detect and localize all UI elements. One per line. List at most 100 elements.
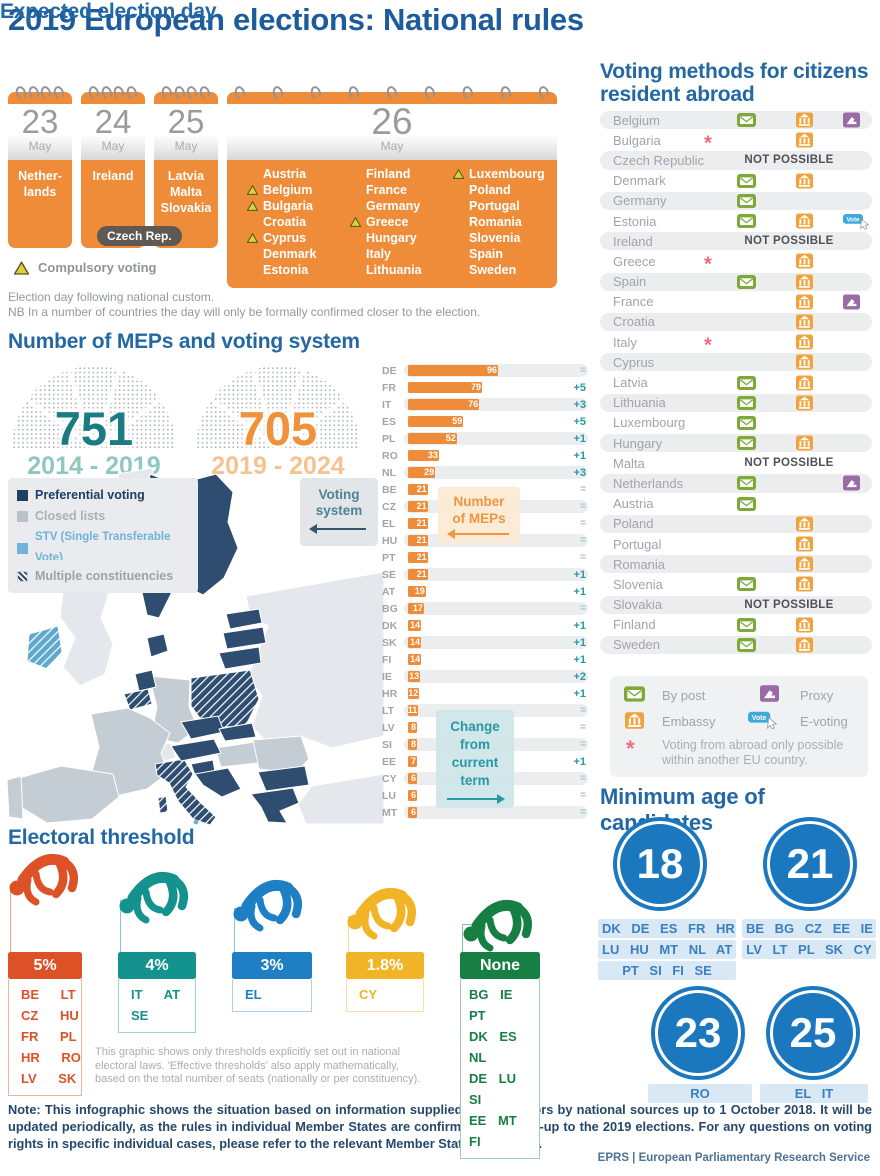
- voting-abroad-row: Slovakia * NOT POSSIBLE: [600, 595, 872, 615]
- voting-system-legend: Preferential voting Closed lists STV (Si…: [8, 478, 198, 576]
- voting-abroad-row: Lithuania *: [600, 393, 872, 413]
- change-value: +1: [573, 636, 586, 649]
- voting-abroad-row: Bulgaria *: [600, 130, 872, 155]
- postal-vote-icon: [737, 497, 756, 511]
- threshold-countries-5pct: BE LT CZ HU FR PL HR RO LV SK: [8, 979, 82, 1096]
- country-label: Spain: [613, 274, 647, 290]
- calendar-country: Sweden: [469, 263, 517, 277]
- age-23-countries: RO: [648, 1084, 752, 1105]
- total-meps-751: 751: [54, 402, 134, 448]
- term-label-2019-2024: 2019 - 2024: [211, 452, 345, 480]
- legend-item-closed-lists: Closed lists: [17, 506, 189, 527]
- mep-bar: 21: [408, 552, 428, 563]
- country-code: CY: [382, 772, 397, 785]
- arrow-left-icon: [447, 529, 509, 539]
- not-possible-label: NOT POSSIBLE: [744, 457, 834, 470]
- country-code: EE: [382, 755, 397, 768]
- embassy-icon: [796, 577, 813, 592]
- mep-seats-value: 6: [410, 807, 416, 817]
- not-possible-label: NOT POSSIBLE: [744, 235, 834, 248]
- calendar-country: Slovenia: [469, 231, 521, 245]
- change-value: +3: [573, 466, 586, 479]
- voting-abroad-row: Romania *: [600, 554, 872, 574]
- mep-bar-row: LV 8 =: [382, 719, 588, 736]
- country-label: Slovenia: [613, 576, 663, 592]
- voting-abroad-row: Estonia *: [600, 211, 872, 231]
- voting-abroad-row: Malta * NOT POSSIBLE: [600, 453, 872, 473]
- threshold-label-none: None: [460, 952, 540, 979]
- country-label: France: [613, 294, 654, 310]
- country-code: NL: [382, 466, 396, 479]
- postal-vote-icon: [737, 618, 756, 632]
- calendar-day: 24: [94, 103, 132, 140]
- country-code: ES: [382, 415, 397, 428]
- country-label: Portugal: [613, 536, 662, 552]
- change-value: =: [580, 501, 586, 512]
- embassy-icon: [796, 133, 813, 148]
- country-label: Cyprus: [613, 354, 655, 370]
- compulsory-voting-icon: [247, 185, 258, 195]
- country-code: SK: [382, 636, 397, 649]
- age-circle-25: 25: [766, 986, 860, 1080]
- embassy-icon: [796, 637, 813, 652]
- voting-system-callout: Voting system: [300, 478, 378, 546]
- country-label: Malta: [613, 455, 645, 471]
- threshold-label-5pct: 5%: [8, 952, 82, 979]
- credit-line: EPRS | European Parliamentary Research S…: [597, 1152, 870, 1164]
- country-label: Germany: [613, 193, 667, 209]
- mep-bar: 33: [408, 450, 439, 461]
- calendar-countries: Ireland: [92, 169, 134, 183]
- calendar-country: Estonia: [263, 263, 309, 277]
- asterisk-icon: *: [704, 132, 712, 155]
- mep-bar: 21: [408, 518, 428, 529]
- compulsory-voting-icon: [350, 217, 361, 227]
- change-from-term-callout: Change from current term: [436, 710, 514, 808]
- mep-bar-row: PT 21 =: [382, 549, 588, 566]
- change-value: =: [580, 807, 586, 818]
- mep-seats-value: 21: [416, 518, 427, 528]
- high-jumper-icon: [112, 864, 200, 938]
- voting-abroad-row: Germany *: [600, 191, 872, 211]
- mep-bar: 96: [408, 365, 498, 376]
- age-country-codes: LU HU MT NL AT: [598, 940, 736, 959]
- threshold-countries-1-8pct: CY: [346, 979, 424, 1012]
- voting-abroad-row: Spain *: [600, 272, 872, 292]
- country-code: SE: [382, 568, 397, 581]
- threshold-countries-4pct: IT AT SE: [118, 979, 196, 1033]
- mep-seats-value: 6: [410, 790, 416, 800]
- election-day-notes: Election day following national custom. …: [8, 290, 481, 319]
- country-code: DK: [382, 619, 398, 632]
- proxy-icon: [843, 113, 860, 128]
- mep-seats-value: 96: [486, 365, 497, 375]
- calendar-country: Luxembourg: [453, 166, 549, 182]
- voting-abroad-row: Finland *: [600, 615, 872, 635]
- compulsory-voting-legend: Compulsory voting: [14, 260, 156, 275]
- mep-seats-value: 21: [416, 484, 427, 494]
- voting-abroad-row: Czech Republic * NOT POSSIBLE: [600, 150, 872, 170]
- page-title: 2019 European elections: National rules: [8, 2, 584, 37]
- calendar-country: Greece: [350, 214, 453, 230]
- mep-seats-value: 52: [445, 433, 456, 443]
- asterisk-icon: *: [626, 736, 635, 761]
- country-label: Slovakia: [613, 597, 663, 613]
- hemicycle-2019-2024: 705: [196, 366, 360, 448]
- postal-vote-icon: [737, 416, 756, 430]
- proxy-icon: [760, 685, 779, 702]
- mep-bar: 14: [408, 620, 422, 631]
- mep-bar-row: NL 29 +3: [382, 464, 588, 481]
- calendar-26-may: 26 May Austria Belgium Bulgaria Croatia Cypr…: [227, 84, 557, 288]
- calendar-day: 26: [371, 101, 413, 142]
- calendar-day: 23: [21, 103, 59, 140]
- change-value: +1: [573, 653, 586, 666]
- mep-seats-value: 79: [471, 382, 482, 392]
- age-country-codes: RO: [648, 1084, 752, 1103]
- age-circle-18: 18: [613, 817, 707, 911]
- mep-bar-row: SE 21 +1: [382, 566, 588, 583]
- mep-bar-row: EL 21 =: [382, 515, 588, 532]
- mep-seats-value: 33: [427, 450, 438, 460]
- blue-square-icon: [17, 542, 28, 554]
- mep-bar-row: SK 14 +1: [382, 634, 588, 651]
- change-value: =: [580, 552, 586, 563]
- arrow-right-icon: [447, 794, 505, 804]
- mep-bar: 6: [408, 790, 417, 801]
